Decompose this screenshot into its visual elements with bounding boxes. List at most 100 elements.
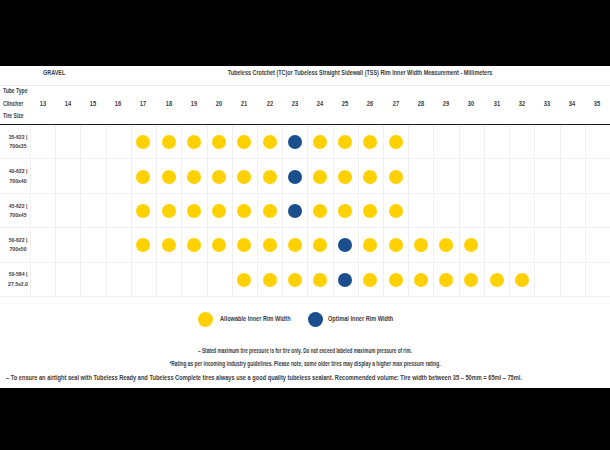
grid-vline: [333, 125, 334, 297]
grid-vline: [459, 125, 460, 297]
grid-vline: [585, 125, 586, 297]
chart-title: Tubeless Crotchet (TC)or Tubeless Straig…: [228, 69, 493, 76]
optimal-dot: [338, 238, 352, 252]
allowable-dot: [363, 170, 377, 184]
allowable-dot: [162, 170, 176, 184]
grid-vline: [106, 125, 107, 297]
column-header-22: 22: [259, 100, 280, 108]
legend-optimal-label: Optimal Inner Rim Width: [328, 315, 393, 323]
allowable-dot: [212, 204, 226, 218]
grid-vline: [383, 125, 384, 297]
allowable-dot: [389, 135, 403, 149]
allowable-dot: [338, 204, 352, 218]
grid-vline: [131, 125, 132, 297]
column-header-29: 29: [436, 100, 457, 108]
column-header-27: 27: [385, 100, 406, 108]
optimal-dot: [338, 273, 352, 287]
tire-size-label: 50-584 |27.5x2.0: [3, 270, 34, 289]
grid-vline: [307, 125, 308, 297]
column-header-34: 34: [562, 100, 583, 108]
grid-vline: [484, 125, 485, 297]
column-header-24: 24: [309, 100, 330, 108]
allowable-dot: [363, 238, 377, 252]
allowable-dot: [363, 135, 377, 149]
footnote-2: *Rating as per incoming industry guideli…: [169, 360, 440, 367]
grid-vline: [55, 125, 56, 297]
allowable-dot: [464, 238, 478, 252]
allowable-dot: [237, 135, 251, 149]
allowable-dot: [212, 170, 226, 184]
allowable-dot: [288, 273, 302, 287]
header-divider: [0, 85, 610, 86]
allowable-dot: [439, 238, 453, 252]
allowable-dot: [237, 238, 251, 252]
allowable-dot: [490, 273, 504, 287]
column-header-25: 25: [335, 100, 356, 108]
grid-hline: [0, 158, 610, 159]
legend-optimal-dot: [308, 312, 323, 327]
allowable-dot: [288, 238, 302, 252]
grid-vline: [560, 125, 561, 297]
allowable-dot: [136, 204, 150, 218]
column-header-16: 16: [108, 100, 129, 108]
allowable-dot: [414, 238, 428, 252]
allowable-dot: [263, 273, 277, 287]
category-label: GRAVEL: [43, 69, 65, 76]
allowable-dot: [263, 170, 277, 184]
grid-vline: [80, 125, 81, 297]
column-header-15: 15: [82, 100, 103, 108]
column-header-21: 21: [234, 100, 255, 108]
allowable-dot: [187, 170, 201, 184]
grid-vline: [207, 125, 208, 297]
allowable-dot: [313, 238, 327, 252]
allowable-dot: [237, 273, 251, 287]
column-header-20: 20: [209, 100, 230, 108]
allowable-dot: [313, 273, 327, 287]
grid-vline: [534, 125, 535, 297]
allowable-dot: [464, 273, 478, 287]
allowable-dot: [363, 204, 377, 218]
grid-vline: [282, 125, 283, 297]
grid-hline: [0, 193, 610, 194]
column-header-17: 17: [133, 100, 154, 108]
chart-grid: 35-622 |700x3540-622 |700x4045-622 |700x…: [0, 125, 610, 297]
grid-hline: [0, 296, 610, 297]
tire-size-label: 50-622 |700x50: [3, 236, 34, 255]
grid-vline: [358, 125, 359, 297]
legend-allowable-label: Allowable Inner Rim Width: [220, 315, 291, 323]
allowable-dot: [515, 273, 529, 287]
allowable-dot: [263, 238, 277, 252]
allowable-dot: [212, 238, 226, 252]
allowable-dot: [389, 238, 403, 252]
grid-vline: [181, 125, 182, 297]
optimal-dot: [288, 170, 302, 184]
column-header-19: 19: [183, 100, 204, 108]
optimal-dot: [288, 204, 302, 218]
allowable-dot: [237, 204, 251, 218]
column-header-32: 32: [511, 100, 532, 108]
allowable-dot: [136, 135, 150, 149]
row-axis-label-clincher: Clincher: [3, 100, 23, 108]
allowable-dot: [389, 204, 403, 218]
allowable-dot: [439, 273, 453, 287]
grid-hline: [0, 262, 610, 263]
allowable-dot: [313, 135, 327, 149]
footnote-3: – To ensure an airtight seal with Tubele…: [6, 374, 522, 381]
allowable-dot: [136, 238, 150, 252]
grid-vline: [433, 125, 434, 297]
allowable-dot: [313, 170, 327, 184]
allowable-dot: [313, 204, 327, 218]
allowable-dot: [338, 170, 352, 184]
allowable-dot: [263, 204, 277, 218]
row-axis-label-tire-size: Tire Size: [3, 112, 24, 120]
allowable-dot: [187, 204, 201, 218]
rim-width-chart: GRAVEL Tubeless Crotchet (TC)or Tubeless…: [0, 66, 610, 388]
allowable-dot: [263, 135, 277, 149]
column-header-18: 18: [158, 100, 179, 108]
allowable-dot: [338, 135, 352, 149]
allowable-dot: [162, 135, 176, 149]
allowable-dot: [162, 204, 176, 218]
letterboxed-page: { "chart_data": { "type": "heatmap", "gr…: [0, 0, 610, 450]
column-header-28: 28: [410, 100, 431, 108]
grid-vline: [257, 125, 258, 297]
